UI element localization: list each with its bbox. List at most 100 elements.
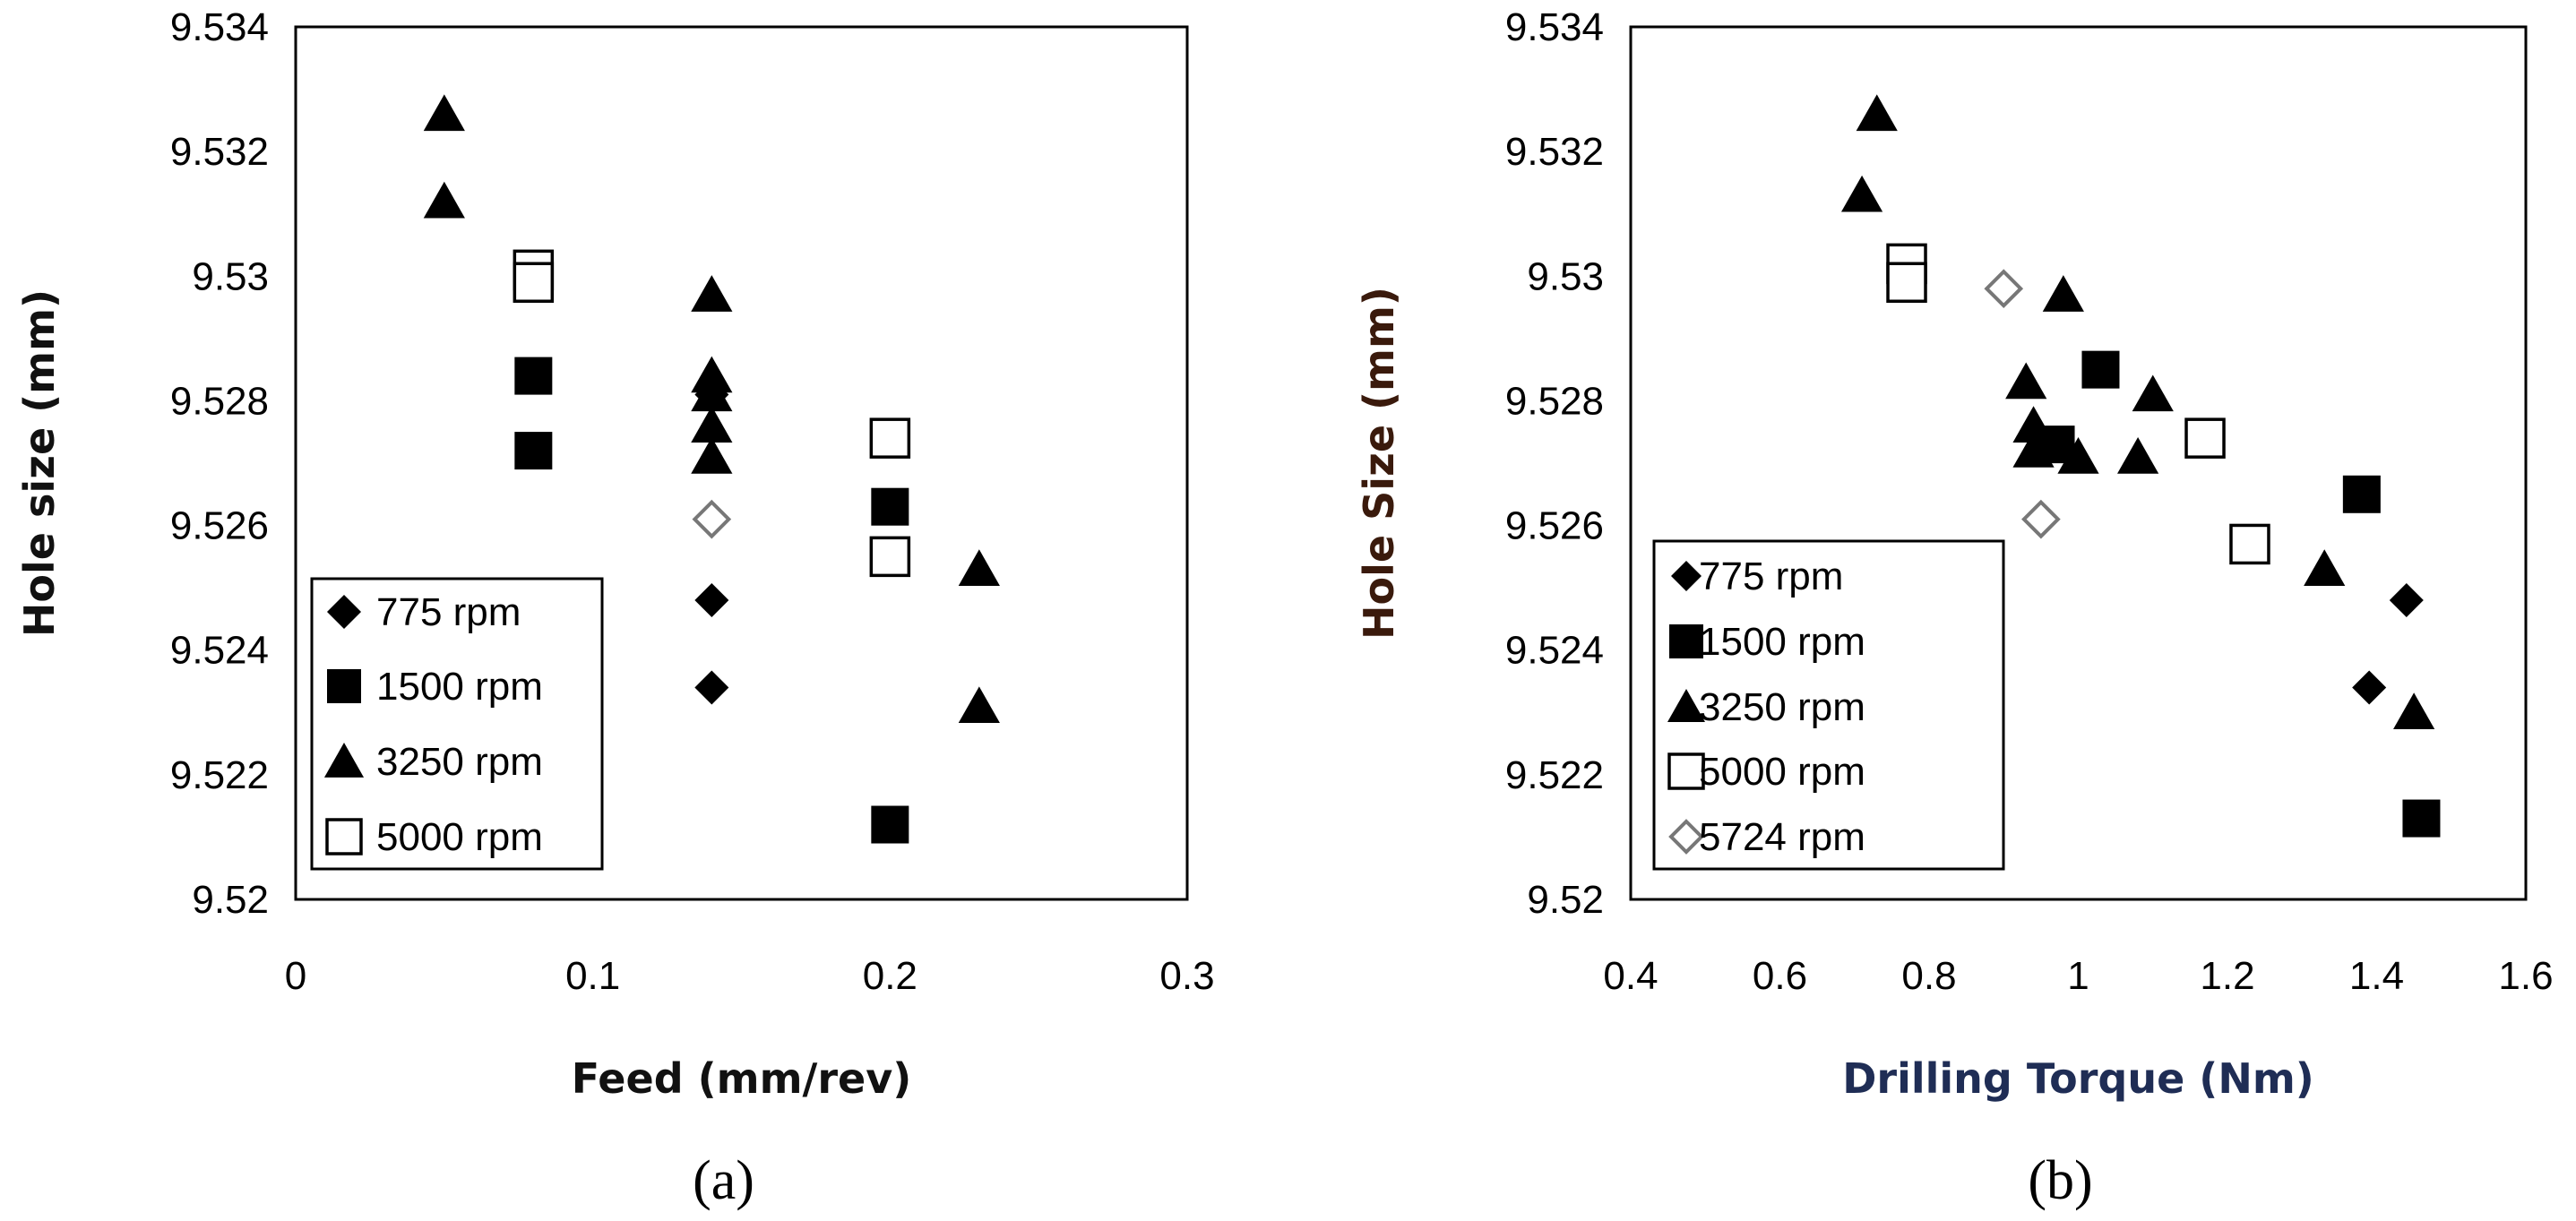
data-point: [2057, 437, 2099, 474]
x-tick-label: 0.6: [1753, 954, 1807, 998]
legend-marker: [323, 743, 365, 778]
y-tick-label: 9.526: [1505, 504, 1604, 548]
data-point: [1886, 262, 1927, 303]
legend-label: 1500 rpm: [1699, 620, 1865, 664]
y-tick-label: 9.534: [170, 5, 269, 49]
legend-label: 5724 rpm: [1699, 815, 1865, 859]
x-tick-label: 0: [285, 954, 306, 998]
data-point: [2132, 374, 2174, 412]
legend-label: 775 rpm: [376, 590, 521, 634]
x-tick-label: 1.2: [2200, 954, 2254, 998]
data-point: [2342, 475, 2381, 513]
legend-label: 3250 rpm: [376, 740, 543, 784]
data-point: [2012, 406, 2055, 443]
legend-marker: [1668, 819, 1704, 855]
legend-marker: [1671, 561, 1702, 591]
panel-label: (b): [2028, 1150, 2092, 1211]
legend-label: 775 rpm: [1699, 555, 1843, 598]
data-point: [2021, 499, 2061, 539]
data-point: [958, 686, 1000, 724]
plot-area: [1629, 25, 2528, 901]
x-axis-label: Drilling Torque (Nm): [1842, 1054, 2314, 1103]
data-point: [691, 406, 733, 443]
data-point: [2042, 275, 2084, 312]
y-tick-label: 9.528: [1505, 379, 1604, 423]
legend-marker: [327, 669, 361, 703]
data-points: [1840, 94, 2441, 838]
legend-label: 5000 rpm: [376, 815, 543, 859]
y-tick-label: 9.526: [170, 504, 269, 548]
data-point: [2117, 437, 2159, 474]
legend: 775 rpm 1500 rpm 3250 rpm 5000 rpm 5724 rpm: [1652, 539, 2005, 871]
data-point: [513, 262, 555, 303]
legend-label: 1500 rpm: [376, 665, 543, 709]
data-point: [2012, 431, 2055, 468]
data-points: [423, 94, 1000, 844]
chart-panel-b: 9.52 9.522 9.524 9.526 9.528 9.53 9.532 9.534 0.…: [1355, 5, 2554, 1211]
legend-marker: [327, 595, 361, 629]
x-tick-label: 1: [2067, 954, 2089, 998]
data-point: [2304, 549, 2346, 586]
chart-panel-a: 9.52 9.522 9.524 9.526 9.528 9.53 9.532 9.534 0 0…: [15, 5, 1215, 1211]
data-point: [423, 94, 465, 132]
legend-label: 5000 rpm: [1699, 750, 1865, 794]
y-tick-label: 9.524: [1505, 629, 1604, 673]
data-point: [1840, 175, 1883, 212]
legend: 775 rpm 1500 rpm 3250 rpm 5000 rpm: [310, 577, 604, 871]
data-point: [1856, 94, 1898, 132]
data-point: [2402, 799, 2441, 838]
x-tick-label: 1.6: [2498, 954, 2553, 998]
data-point: [691, 275, 733, 312]
y-tick-label: 9.52: [1527, 878, 1604, 922]
y-axis-label: Hole Size (mm): [1355, 287, 1403, 640]
y-tick-label: 9.53: [1527, 254, 1604, 298]
x-tick-label: 0.8: [1901, 954, 1956, 998]
data-point: [691, 356, 733, 393]
x-tick-label: 0.4: [1603, 954, 1658, 998]
legend-marker: [325, 818, 363, 856]
data-point: [691, 437, 733, 474]
x-tick-label: 0.1: [565, 954, 620, 998]
y-tick-label: 9.524: [170, 629, 269, 673]
x-axis-label: Feed (mm/rev): [572, 1054, 911, 1103]
data-point: [423, 181, 465, 219]
data-point: [2352, 670, 2387, 705]
data-point: [958, 549, 1000, 586]
y-tick-label: 9.522: [1505, 753, 1604, 797]
data-point: [691, 374, 733, 412]
data-point: [514, 432, 553, 470]
y-tick-label: 9.534: [1505, 5, 1604, 49]
legend-box: [1652, 539, 2005, 871]
legend-label: 3250 rpm: [1699, 685, 1865, 729]
data-point: [869, 536, 911, 578]
data-point: [694, 670, 729, 705]
data-point: [514, 357, 553, 395]
data-point: [2081, 350, 2120, 389]
y-tick-label: 9.522: [170, 753, 269, 797]
data-point: [2229, 523, 2270, 565]
x-tick-label: 0.2: [863, 954, 918, 998]
data-point: [2393, 692, 2435, 729]
y-tick-label: 9.528: [170, 379, 269, 423]
data-point: [1984, 269, 2024, 309]
legend-marker: [1669, 624, 1703, 658]
y-tick-label: 9.532: [170, 130, 269, 174]
data-point: [869, 417, 911, 459]
data-point: [2389, 583, 2424, 618]
data-point: [871, 805, 909, 844]
data-point: [694, 583, 729, 618]
legend-marker: [1667, 752, 1705, 790]
panel-label: (a): [693, 1150, 754, 1211]
y-tick-label: 9.532: [1505, 130, 1604, 174]
data-point: [2184, 417, 2226, 459]
y-axis-label: Hole size (mm): [15, 289, 64, 637]
x-tick-label: 1.4: [2349, 954, 2404, 998]
plot-area: [294, 25, 1189, 901]
data-point: [2005, 362, 2047, 400]
y-tick-label: 9.52: [192, 878, 269, 922]
data-point: [871, 487, 909, 526]
x-tick-label: 0.3: [1159, 954, 1214, 998]
legend-marker: [1667, 689, 1705, 722]
y-tick-label: 9.53: [192, 254, 269, 298]
